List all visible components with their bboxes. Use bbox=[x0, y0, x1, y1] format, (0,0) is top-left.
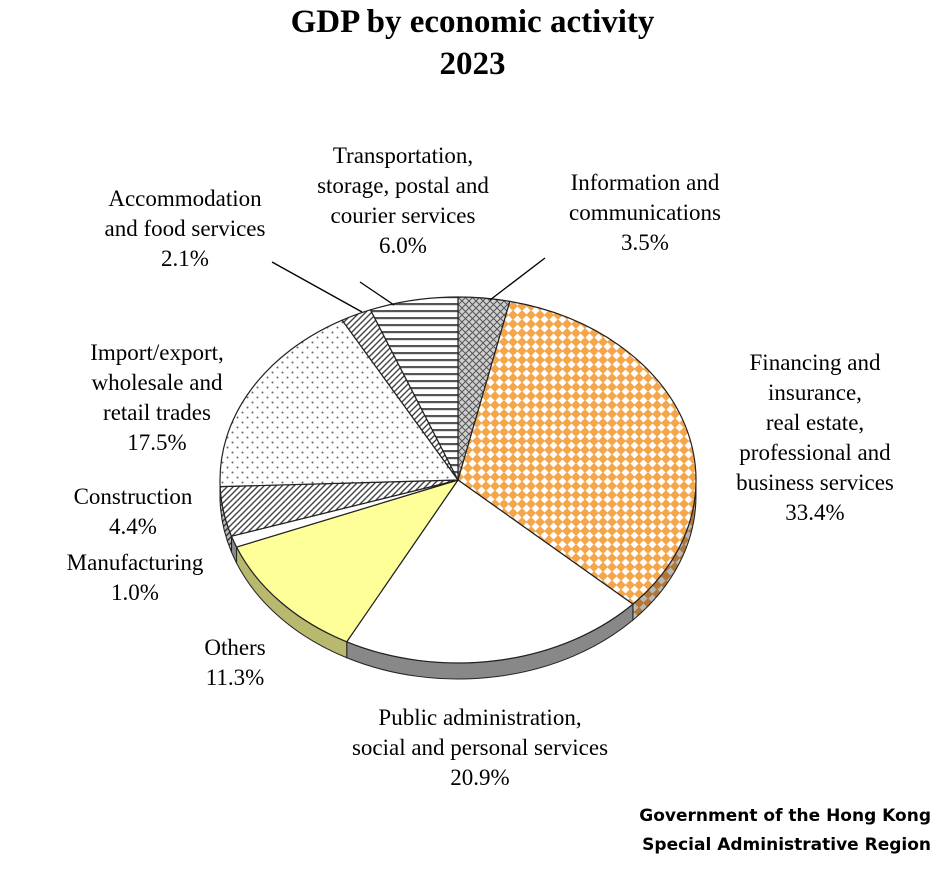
leader-line-transportation-storage-postal-and-courier-services bbox=[359, 281, 395, 306]
slice-label-transportation-storage-postal-and-courier-services: Transportation, storage, postal and courie… bbox=[317, 143, 489, 258]
slice-value-transportation-storage-postal-and-courier-services: 6.0% bbox=[379, 233, 427, 258]
slice-label-line: storage, postal and bbox=[317, 173, 489, 198]
slice-label-line: courier services bbox=[331, 203, 476, 228]
slice-label-others: Others 11.3% bbox=[204, 635, 265, 690]
slice-label-public-administration-social-and-personal-services: Public administration, social and persona… bbox=[352, 705, 608, 790]
leader-lines bbox=[271, 257, 546, 313]
slice-value-accommodation-and-food-services: 2.1% bbox=[161, 246, 209, 271]
pie-slice-public-administration-social-and-personal-services bbox=[346, 479, 634, 664]
chart-title: GDP by economic activity bbox=[290, 4, 655, 40]
slice-value-information-and-communications: 3.5% bbox=[621, 230, 669, 255]
slice-label-line: Others bbox=[204, 635, 265, 660]
leader-line-information-and-communications bbox=[489, 257, 546, 301]
slice-value-import-export-wholesale-and-retail-trades: 17.5% bbox=[127, 430, 186, 455]
slice-value-financing-and-insurance-real-estate-professional-and-business-services: 33.4% bbox=[785, 500, 844, 525]
slice-label-line: Manufacturing bbox=[67, 550, 204, 575]
slice-label-line: Information and bbox=[571, 170, 720, 195]
pie-slice-others bbox=[235, 479, 459, 643]
pie-slices bbox=[219, 296, 697, 664]
slice-label-line: Accommodation bbox=[108, 186, 262, 211]
slice-label-line: social and personal services bbox=[352, 735, 608, 760]
pie-slice-import-export-wholesale-and-retail-trades bbox=[219, 319, 459, 488]
slice-label-line: Import/export, bbox=[90, 340, 224, 365]
slice-value-others: 11.3% bbox=[206, 665, 265, 690]
slice-label-line: insurance, bbox=[768, 380, 862, 405]
slice-value-public-administration-social-and-personal-services: 20.9% bbox=[450, 765, 509, 790]
slice-label-line: Construction bbox=[74, 484, 193, 509]
pie-slice-transportation-storage-postal-and-courier-services bbox=[369, 296, 459, 481]
leader-line-accommodation-and-food-services bbox=[271, 261, 363, 313]
slice-label-line: professional and bbox=[739, 440, 891, 465]
slice-label-line: Financing and bbox=[750, 350, 881, 375]
pie-side-shade-financing-and-insurance-real-estate-professional-and-business-services bbox=[632, 480, 696, 621]
slice-label-line: Transportation, bbox=[333, 143, 473, 168]
chart-subtitle: 2023 bbox=[439, 46, 506, 82]
slice-value-manufacturing: 1.0% bbox=[111, 580, 159, 605]
slice-label-line: Public administration, bbox=[378, 705, 581, 730]
slice-label-accommodation-and-food-services: Accommodation and food services 2.1% bbox=[105, 186, 266, 271]
slice-label-line: communications bbox=[569, 200, 721, 225]
slice-label-information-and-communications: Information and communications 3.5% bbox=[569, 170, 721, 255]
source-line-1: Government of the Hong Kong bbox=[639, 806, 931, 826]
source-line-2: Special Administrative Region bbox=[642, 835, 931, 855]
slice-label-line: wholesale and bbox=[92, 370, 223, 395]
slice-labels: Information and communications 3.5% Financi… bbox=[67, 143, 894, 790]
slice-label-construction: Construction 4.4% bbox=[74, 484, 193, 539]
slice-label-line: business services bbox=[736, 470, 894, 495]
pie-slice-financing-and-insurance-real-estate-professional-and-business-services bbox=[457, 300, 697, 605]
slice-label-line: and food services bbox=[105, 216, 266, 241]
slice-label-manufacturing: Manufacturing 1.0% bbox=[67, 550, 204, 605]
slice-value-construction: 4.4% bbox=[109, 514, 157, 539]
slice-label-import-export-wholesale-and-retail-trades: Import/export, wholesale and retail trades… bbox=[90, 340, 224, 455]
slice-label-line: retail trades bbox=[103, 400, 211, 425]
pie-side-shade-construction bbox=[220, 486, 232, 553]
slice-label-financing-and-insurance-real-estate-professional-and-business-services: Financing and insurance, real estate, profe… bbox=[736, 350, 894, 525]
slice-label-line: real estate, bbox=[766, 410, 864, 435]
